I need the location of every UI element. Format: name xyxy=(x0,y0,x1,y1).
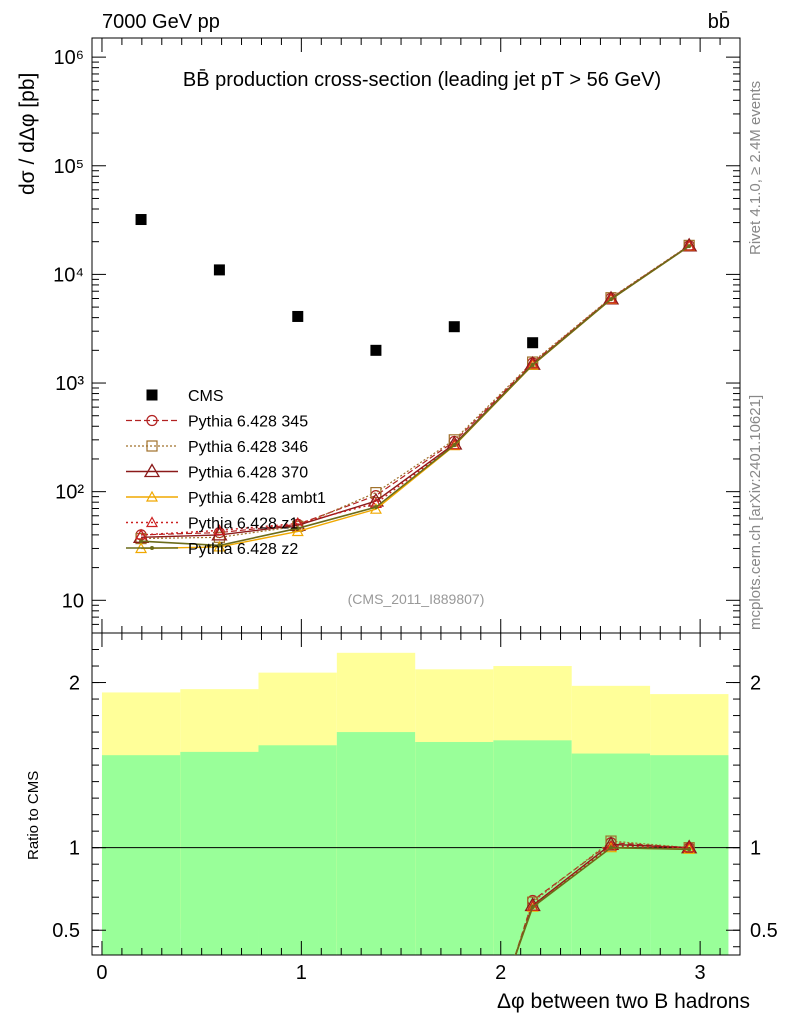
mc-point xyxy=(602,290,620,305)
mcplots-label: mcplots.cern.ch [arXiv:2401.10621] xyxy=(747,395,764,630)
mc-point xyxy=(143,463,161,478)
series-line xyxy=(141,244,690,540)
legend-label: CMS xyxy=(188,388,224,405)
analysis-tag: (CMS_2011_I889807) xyxy=(348,591,485,607)
x-axis-title: Δφ between two B hadrons xyxy=(497,990,750,1013)
mc-point xyxy=(530,905,535,910)
data-point xyxy=(448,321,460,333)
mc-point xyxy=(687,244,692,249)
series xyxy=(132,214,698,955)
data-point xyxy=(146,389,158,401)
band-inner-bin xyxy=(180,751,259,955)
mc-point xyxy=(150,546,154,550)
mc-point xyxy=(687,847,692,852)
y-tick-label: 10 xyxy=(62,590,84,612)
mc-point xyxy=(145,490,159,502)
mc-point xyxy=(681,237,698,252)
ratio-line xyxy=(514,846,690,955)
legend-label: Pythia 6.428 345 xyxy=(188,414,308,431)
ratio-series xyxy=(514,835,698,955)
ratio-bands xyxy=(101,652,729,955)
y-tick-label: 10² xyxy=(55,482,84,504)
band-inner-bin xyxy=(336,732,416,955)
band-inner-bin xyxy=(101,755,181,955)
ratio-y-tick-label: 0.5 xyxy=(52,920,80,942)
y-tick-label: 10⁴ xyxy=(53,264,84,286)
rivet-label: Rivet 4.1.0, ≥ 2.4M events xyxy=(747,81,764,255)
data-point xyxy=(135,214,147,226)
mc-point xyxy=(373,505,378,510)
band-inner-bin xyxy=(258,745,337,955)
mc-point xyxy=(213,540,226,552)
band-inner-bin xyxy=(415,741,494,955)
ratio-y-tick-label: 1 xyxy=(69,838,80,860)
mc-point xyxy=(530,362,535,367)
ratio-y-tick-label-right: 1 xyxy=(750,838,761,860)
mc-point xyxy=(217,543,222,548)
mc-point xyxy=(291,525,304,537)
series-line xyxy=(141,245,690,536)
mc-point xyxy=(604,839,618,851)
x-tick-label: 0 xyxy=(96,962,107,984)
header-left: 7000 GeV pp xyxy=(102,11,220,33)
mc-point xyxy=(145,516,159,528)
ratio-y-tick-label-right: 2 xyxy=(750,673,761,695)
band-inner-bin xyxy=(650,755,729,955)
ratio-y-axis-title: Ratio to CMS xyxy=(25,771,42,860)
mc-point xyxy=(213,524,226,535)
mc-point xyxy=(135,528,148,540)
y-tick-label: 10⁶ xyxy=(54,47,84,69)
mc-point xyxy=(526,358,539,370)
mc-point xyxy=(139,539,144,544)
legend-label: Pythia 6.428 370 xyxy=(188,465,308,482)
mc-point xyxy=(448,438,461,450)
y-tick-label: 10³ xyxy=(55,373,84,395)
mc-point xyxy=(683,239,696,251)
x-tick-label: 1 xyxy=(296,962,307,984)
legend-label: Pythia 6.428 ambt1 xyxy=(188,490,326,507)
ratio-y-tick-label-right: 0.5 xyxy=(750,920,778,942)
x-tick-label: 2 xyxy=(495,962,506,984)
legend: CMS Pythia 6.428 345 Pythia 6.428 346 Pythi… xyxy=(126,388,326,558)
ratio-frame xyxy=(91,632,741,956)
data-point xyxy=(370,344,382,356)
data-point xyxy=(213,264,225,276)
ratio-y-tick-label: 2 xyxy=(69,673,80,695)
x-tick-label: 3 xyxy=(695,962,706,984)
mc-point xyxy=(608,845,613,850)
mc-point xyxy=(681,839,698,854)
header-right: bb̄ xyxy=(708,10,730,33)
mc-point xyxy=(608,297,613,302)
mc-point xyxy=(146,414,158,427)
data-point xyxy=(292,310,304,322)
mc-point xyxy=(295,526,300,531)
mc-point xyxy=(369,502,382,514)
legend-label: Pythia 6.428 z1 xyxy=(188,516,298,533)
mc-point xyxy=(452,443,457,448)
y-tick-label: 10⁵ xyxy=(53,156,84,178)
band-inner-bin xyxy=(571,753,651,955)
series-line xyxy=(141,245,690,547)
mc-point xyxy=(683,841,696,853)
chart-title: BB̄ production cross-section (leading je… xyxy=(183,68,661,91)
data-point xyxy=(527,337,539,349)
legend-label: Pythia 6.428 z2 xyxy=(188,541,298,558)
legend-label: Pythia 6.428 346 xyxy=(188,439,308,456)
mc-point xyxy=(146,440,158,452)
main-y-axis-title: dσ / dΔφ [pb] xyxy=(16,73,39,195)
